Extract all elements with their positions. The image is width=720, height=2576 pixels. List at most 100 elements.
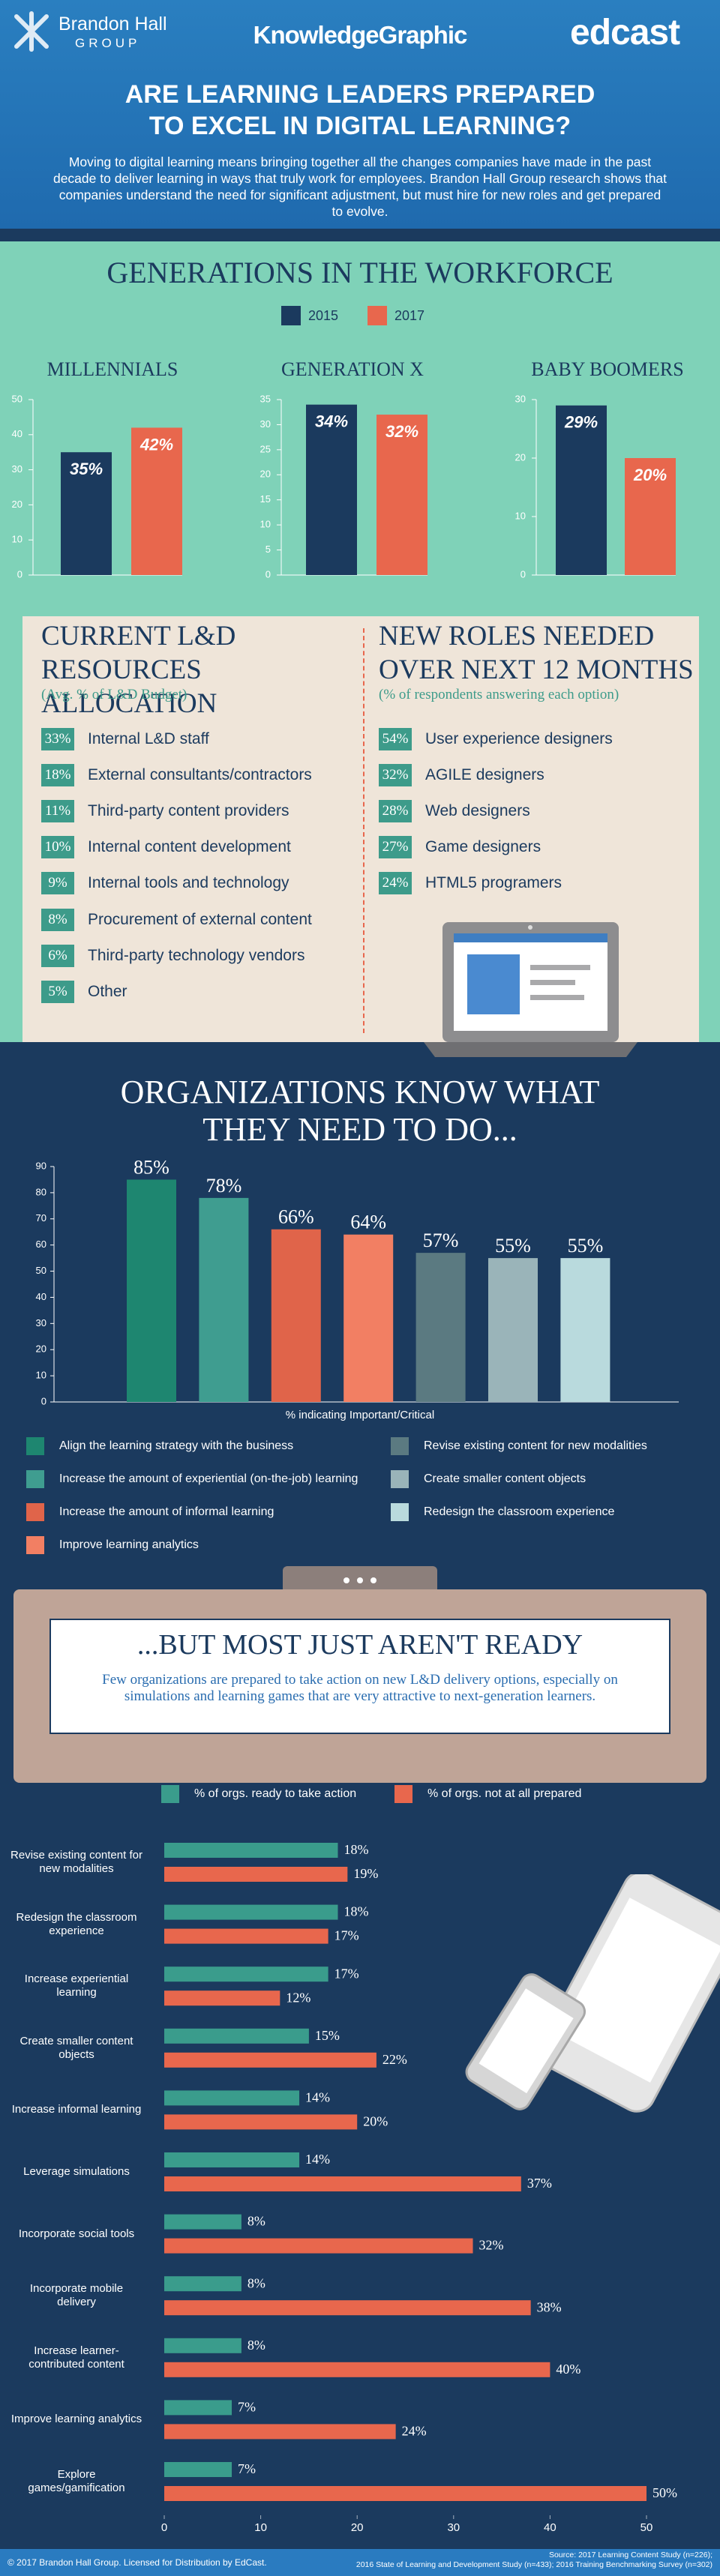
legend-swatch xyxy=(368,306,387,325)
legend-label: Revise existing content for new modaliti… xyxy=(424,1439,647,1452)
value-label: 20% xyxy=(633,466,667,484)
y-tick-label: 50 xyxy=(36,1265,46,1276)
bar xyxy=(61,452,112,575)
bar xyxy=(625,458,676,575)
percent-badge: 5% xyxy=(41,980,74,1003)
y-tick-label: 60 xyxy=(36,1239,46,1250)
y-tick-label: 0 xyxy=(17,568,22,580)
legend-label: % of orgs. not at all prepared xyxy=(428,1787,582,1800)
x-tick-label: 40 xyxy=(544,2521,556,2534)
legend-label: Increase the amount of informal learning xyxy=(59,1505,274,1518)
legend-label: Redesign the classroom experience xyxy=(424,1505,615,1518)
y-tick-label: 5 xyxy=(266,544,271,555)
bar xyxy=(164,2214,242,2230)
bar xyxy=(164,2486,646,2501)
y-tick-label: 20 xyxy=(12,499,22,510)
bar xyxy=(199,1197,249,1402)
item-label: AGILE designers xyxy=(425,766,544,784)
y-tick-label: 10 xyxy=(260,519,271,530)
legend-label: % of orgs. ready to take action xyxy=(194,1787,357,1800)
intro: Moving to digital learning means bringin… xyxy=(52,154,668,219)
legend-swatch xyxy=(26,1437,44,1455)
value-label: 7% xyxy=(238,2400,256,2415)
value-label: 55% xyxy=(495,1235,531,1257)
bar xyxy=(164,2424,396,2440)
section-subtitle: Few organizations are prepared to take a… xyxy=(102,1672,618,1704)
percent-badge: 24% xyxy=(379,872,412,895)
value-label: 32% xyxy=(386,422,418,441)
bar xyxy=(164,2176,521,2191)
value-label: 8% xyxy=(248,2214,266,2229)
bar xyxy=(164,2338,242,2353)
readiness-chart: 0 10 20 30 40 50 18% 19% 18% 17% 17% 12% 15% 22% 14% 20… xyxy=(161,1842,677,2534)
y-tick-label: 30 xyxy=(36,1317,46,1328)
x-tick-label: 30 xyxy=(447,2521,460,2534)
logo-icon xyxy=(14,11,49,52)
panel-subtitle: (% of respondents answering each option) xyxy=(379,687,620,702)
value-label: 55% xyxy=(568,1235,604,1257)
y-tick-label: 0 xyxy=(266,568,271,580)
y-tick-label: 10 xyxy=(515,510,526,521)
ready-box xyxy=(50,1619,670,1734)
legend-swatch xyxy=(391,1503,409,1521)
value-label: 17% xyxy=(334,1966,359,1981)
y-tick-label: 35 xyxy=(260,393,271,404)
logo-subtext: GROUP xyxy=(75,36,141,50)
value-label: 8% xyxy=(248,2338,266,2353)
legend-swatch xyxy=(161,1785,179,1803)
bar xyxy=(344,1234,394,1402)
value-label: 42% xyxy=(140,435,173,454)
y-tick-label: 40 xyxy=(36,1291,46,1302)
y-tick-label: 30 xyxy=(515,393,526,404)
category-label: Incorporate social tools xyxy=(18,2227,135,2240)
bar xyxy=(164,2028,309,2044)
value-label: 57% xyxy=(423,1230,459,1251)
bar xyxy=(488,1258,538,1402)
item-label: External consultants/contractors xyxy=(88,766,312,784)
bar xyxy=(271,1229,321,1402)
bar xyxy=(164,2462,232,2477)
legend-swatch xyxy=(394,1785,412,1803)
y-tick-label: 50 xyxy=(12,393,22,404)
x-tick-label: 50 xyxy=(640,2521,653,2534)
bar xyxy=(164,1867,348,1882)
panel-subtitle: (Avg. % of L&D Budget) xyxy=(41,687,188,702)
item-label: Third-party technology vendors xyxy=(88,946,305,964)
value-label: 17% xyxy=(334,1928,359,1943)
x-axis-label: % indicating Important/Critical xyxy=(286,1409,434,1421)
page-title: ARE LEARNING LEADERS PREPARED TO EXCEL I… xyxy=(124,80,596,140)
item-label: Other xyxy=(88,982,128,1000)
value-label: 78% xyxy=(206,1175,242,1197)
section-title: GENERATIONS IN THE WORKFORCE xyxy=(106,256,614,289)
item-label: Internal tools and technology xyxy=(88,874,290,892)
value-label: 40% xyxy=(556,2362,580,2377)
value-label: 35% xyxy=(70,460,103,478)
value-label: 18% xyxy=(344,1904,368,1919)
copyright: © 2017 Brandon Hall Group. Licensed for … xyxy=(8,2557,267,2568)
bar xyxy=(164,2300,531,2316)
bar xyxy=(376,415,428,575)
laptop-illustration xyxy=(424,922,638,1057)
legend-label: Create smaller content objects xyxy=(424,1472,586,1485)
footer xyxy=(0,2549,720,2576)
y-tick-label: 20 xyxy=(260,469,271,480)
value-label: 15% xyxy=(315,2028,340,2043)
percent-badge: 32% xyxy=(379,764,412,787)
value-label: 20% xyxy=(363,2114,388,2129)
section-title: ...BUT MOST JUST AREN'T READY xyxy=(136,1629,584,1661)
legend-label: 2015 xyxy=(308,308,339,323)
legend-swatch xyxy=(26,1503,44,1521)
y-tick-label: 20 xyxy=(36,1343,46,1355)
bar xyxy=(164,2276,242,2292)
y-tick-label: 10 xyxy=(12,534,22,545)
x-tick-label: 20 xyxy=(351,2521,364,2534)
percent-badge: 18% xyxy=(41,764,74,787)
source: Source: 2017 Learning Content Study (n=2… xyxy=(356,2551,712,2569)
divider xyxy=(0,229,720,241)
y-tick-label: 20 xyxy=(515,451,526,463)
phone-illustration xyxy=(465,1874,720,2113)
category-label: Leverage simulations xyxy=(23,2165,130,2178)
panel-title: NEW ROLES NEEDED OVER NEXT 12 MONTHS xyxy=(379,621,694,685)
frame-dots xyxy=(344,1577,376,1583)
bar xyxy=(164,2114,358,2130)
